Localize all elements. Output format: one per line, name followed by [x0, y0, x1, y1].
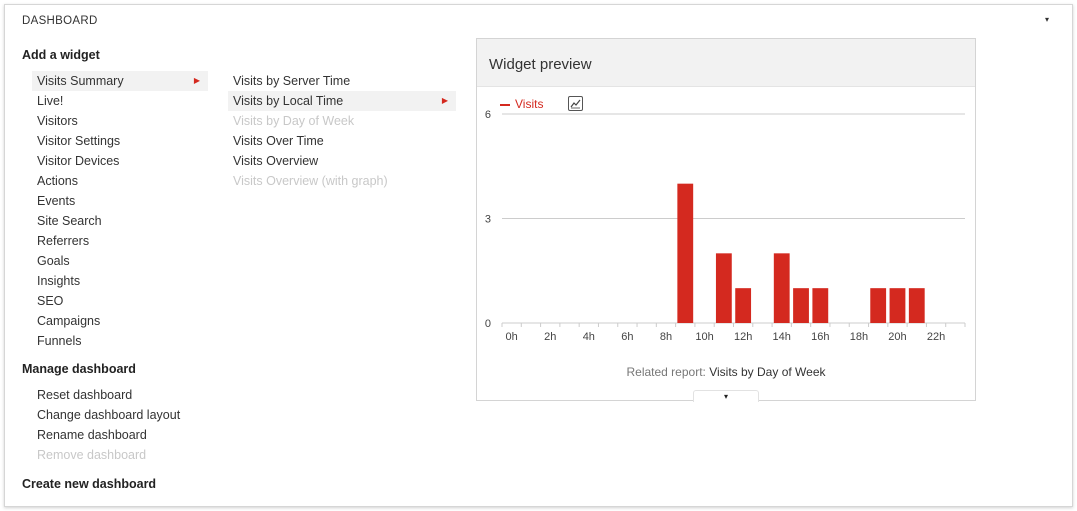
visits-bar-chart: 0 3 6 0h 2h 4h 6h 8h 10h 12h 14h 16h 18h 20h 22h	[485, 109, 966, 343]
category-item-visitors[interactable]: Visitors	[32, 111, 208, 131]
category-item-visits-summary[interactable]: Visits Summary ▶	[32, 71, 208, 91]
submenu-arrow-icon: ▶	[193, 76, 200, 85]
category-item-insights[interactable]: Insights	[32, 271, 208, 291]
widget-category-list: Visits Summary ▶ Live! Visitors Visitor Sett…	[32, 71, 208, 351]
widget-item-visits-by-server-time[interactable]: Visits by Server Time	[228, 71, 456, 91]
bar-20h	[889, 288, 906, 323]
x-tick-label: 22h	[927, 331, 945, 343]
menu-item-label: Referrers	[37, 234, 90, 248]
related-report-label: Related report:	[626, 365, 706, 379]
menu-item-label: Visits Summary	[37, 74, 124, 88]
menu-item-label: Remove dashboard	[37, 448, 147, 462]
widget-preview: Widget preview Visits 0 3 6 0h 2h 4h 6h 8h 10h 12…	[476, 38, 976, 402]
x-tick-label: 2h	[544, 331, 556, 343]
related-report-link[interactable]: Visits by Day of Week	[709, 365, 826, 379]
manage-item-remove-dashboard: Remove dashboard	[32, 445, 232, 465]
widget-item-visits-by-day-of-week: Visits by Day of Week	[228, 111, 456, 131]
category-item-actions[interactable]: Actions	[32, 171, 208, 191]
menu-item-label: Insights	[37, 274, 81, 288]
y-tick-label: 6	[485, 109, 491, 121]
menu-item-label: Visits Overview (with graph)	[233, 174, 388, 188]
y-tick-label: 3	[485, 214, 491, 226]
menu-item-label: Actions	[37, 174, 78, 188]
menu-item-label: Visits Overview	[233, 154, 319, 168]
bar-12h	[735, 288, 752, 323]
category-item-referrers[interactable]: Referrers	[32, 231, 208, 251]
chart-legend[interactable]: Visits	[500, 97, 543, 111]
line-chart-icon[interactable]	[568, 96, 583, 111]
widget-preview-title: Widget preview	[489, 56, 592, 73]
category-item-events[interactable]: Events	[32, 191, 208, 211]
manage-item-reset-dashboard[interactable]: Reset dashboard	[32, 385, 232, 405]
menu-item-label: Goals	[37, 254, 70, 268]
widget-item-visits-overview-with-graph: Visits Overview (with graph)	[228, 171, 456, 191]
dashboard-manager-panel: DASHBOARD ▾ Add a widget Visits Summary ▶…	[4, 4, 1073, 507]
related-report: Related report: Visits by Day of Week	[477, 365, 975, 379]
menu-item-label: Visitor Settings	[37, 134, 121, 148]
submenu-arrow-icon: ▶	[441, 96, 448, 105]
menu-item-label: Rename dashboard	[37, 428, 147, 442]
category-item-seo[interactable]: SEO	[32, 291, 208, 311]
legend-label-visits: Visits	[515, 97, 544, 111]
dashboard-dropdown-caret-icon[interactable]: ▾	[1044, 15, 1049, 24]
menu-item-label: Change dashboard layout	[37, 408, 181, 422]
widget-item-visits-over-time[interactable]: Visits Over Time	[228, 131, 456, 151]
legend-swatch	[500, 103, 510, 106]
category-item-goals[interactable]: Goals	[32, 251, 208, 271]
bar-14h	[773, 253, 790, 323]
bar-11h	[715, 253, 732, 323]
menu-item-label: Visits by Local Time	[233, 94, 344, 108]
menu-item-label: Campaigns	[37, 314, 101, 328]
category-item-funnels[interactable]: Funnels	[32, 331, 208, 351]
bar-16h	[812, 288, 829, 323]
dashboard-title: DASHBOARD	[22, 15, 98, 27]
x-tick-label: 16h	[811, 331, 829, 343]
x-tick-label: 8h	[660, 331, 672, 343]
category-item-visitor-settings[interactable]: Visitor Settings	[32, 131, 208, 151]
widget-preview-header	[477, 39, 975, 87]
add-widget-heading: Add a widget	[22, 48, 100, 62]
bar-15h	[793, 288, 809, 323]
manage-dashboard-heading: Manage dashboard	[22, 362, 136, 376]
bar-9h	[677, 183, 694, 323]
manage-item-rename-dashboard[interactable]: Rename dashboard	[32, 425, 232, 445]
menu-item-label: Reset dashboard	[37, 388, 133, 402]
y-tick-label: 0	[485, 318, 491, 330]
x-tick-label: 18h	[850, 331, 868, 343]
widget-item-visits-overview[interactable]: Visits Overview	[228, 151, 456, 171]
expand-preview-icon[interactable]: ▾	[693, 390, 759, 402]
menu-item-label: SEO	[37, 294, 64, 308]
manage-item-change-dashboard-layout[interactable]: Change dashboard layout	[32, 405, 232, 425]
x-tick-label: 10h	[695, 331, 713, 343]
menu-item-label: Visits by Day of Week	[233, 114, 355, 128]
menu-item-label: Visits Over Time	[233, 134, 324, 148]
menu-item-label: Visits by Server Time	[233, 74, 351, 88]
manage-dashboard-list: Reset dashboard Change dashboard layout Re…	[32, 385, 232, 465]
x-tick-label: 14h	[773, 331, 791, 343]
x-tick-label: 6h	[621, 331, 633, 343]
x-tick-label: 20h	[888, 331, 906, 343]
category-item-live[interactable]: Live!	[32, 91, 208, 111]
menu-item-label: Site Search	[37, 214, 102, 228]
create-new-dashboard-link[interactable]: Create new dashboard	[22, 477, 157, 491]
menu-item-label: Events	[37, 194, 76, 208]
menu-item-label: Live!	[37, 94, 64, 108]
bar-21h	[908, 288, 925, 323]
widget-item-visits-by-local-time[interactable]: Visits by Local Time ▶	[228, 91, 456, 111]
category-item-visitor-devices[interactable]: Visitor Devices	[32, 151, 208, 171]
menu-item-label: Visitor Devices	[37, 154, 120, 168]
x-tick-label: 4h	[583, 331, 595, 343]
x-tick-label: 0h	[506, 331, 518, 343]
bar-19h	[870, 288, 887, 323]
menu-item-label: Funnels	[37, 334, 82, 348]
menu-item-label: Visitors	[37, 114, 78, 128]
category-item-campaigns[interactable]: Campaigns	[32, 311, 208, 331]
category-item-site-search[interactable]: Site Search	[32, 211, 208, 231]
x-tick-label: 12h	[734, 331, 752, 343]
widget-list: Visits by Server Time Visits by Local Tim…	[228, 71, 456, 191]
